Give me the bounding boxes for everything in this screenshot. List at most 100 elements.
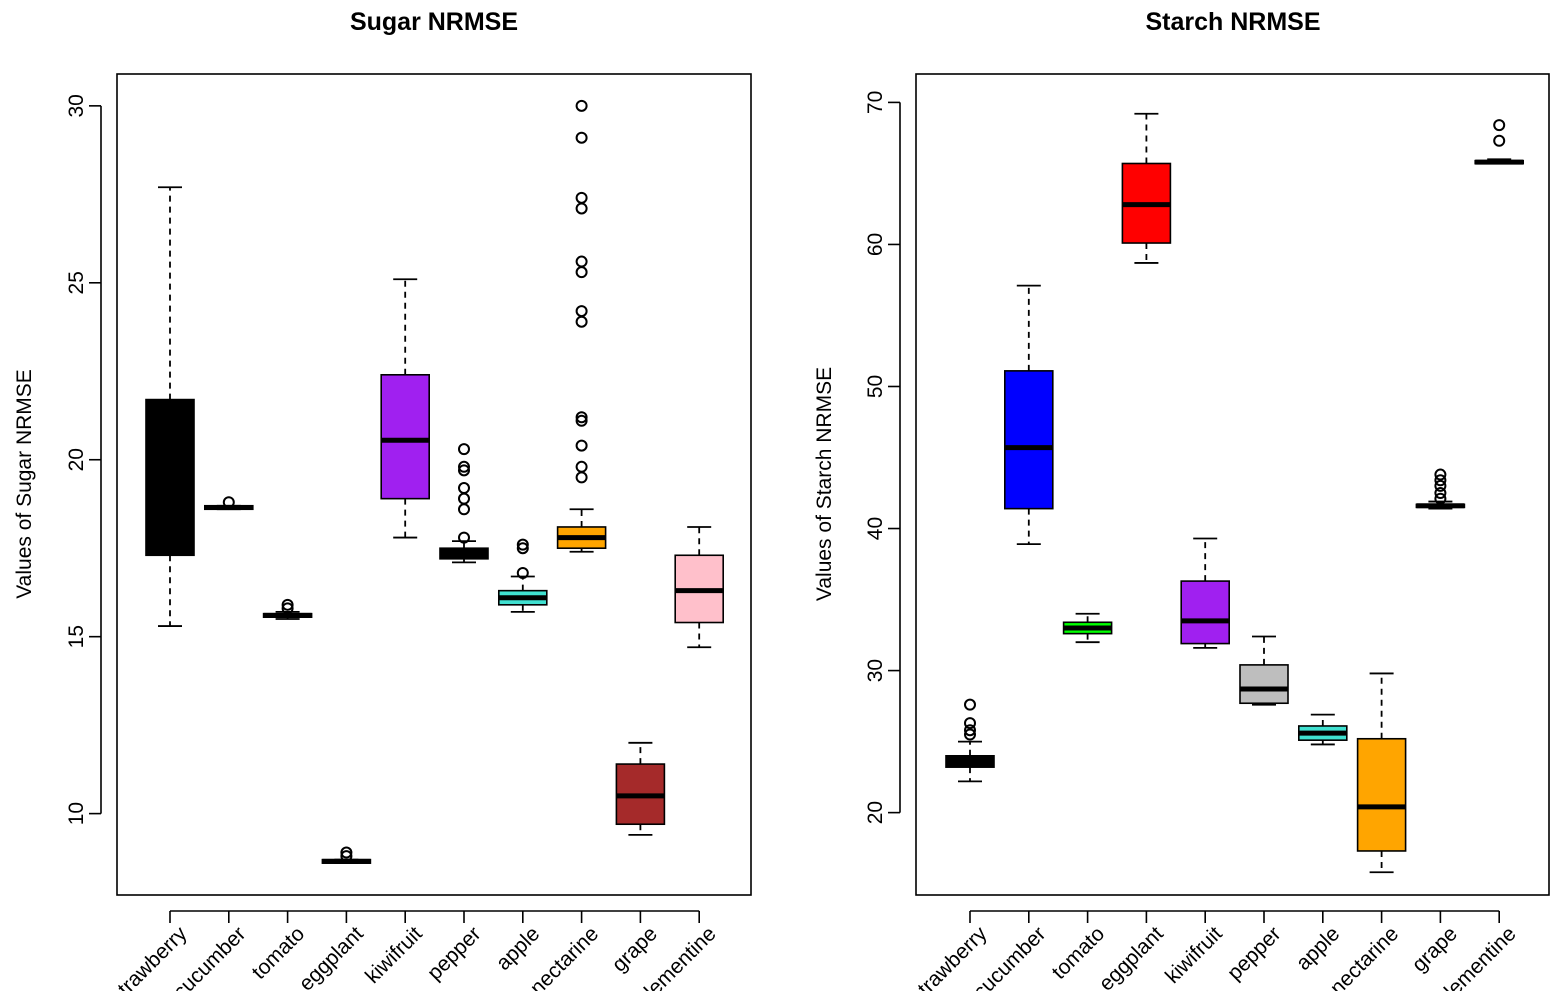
starch-outlier-point	[1434, 492, 1447, 505]
starch-box-apple	[1298, 713, 1348, 746]
starch-iqr-box	[1003, 370, 1054, 510]
starch-outlier-point	[1493, 119, 1506, 132]
sugar-outlier-point	[575, 411, 588, 424]
sugar-y-tick-label: 25	[65, 271, 88, 294]
starch-iqr-box	[1239, 664, 1289, 705]
starch-y-tick-label: 50	[864, 375, 887, 398]
starch-category-label-grape: grape	[1408, 922, 1462, 976]
sugar-box-cucumber	[204, 496, 254, 511]
starch-outlier-point	[1493, 134, 1506, 147]
sugar-outlier-point	[340, 850, 353, 863]
sugar-box-kiwifruit	[380, 278, 431, 539]
sugar-outlier-point	[281, 598, 294, 611]
starch-y-tick-label: 20	[864, 801, 887, 824]
sugar-outlier-point	[516, 566, 529, 579]
starch-category-label-kiwifruit: kiwifruit	[1161, 922, 1227, 988]
starch-y-tick-label: 60	[864, 233, 887, 256]
starch-y-tick-label: 30	[864, 659, 887, 682]
sugar-boxes	[145, 99, 725, 865]
starch-iqr-box	[1180, 580, 1230, 645]
sugar-outlier-point	[575, 439, 588, 452]
sugar-y-tick-label: 30	[65, 94, 88, 117]
sugar-panel: Sugar NRMSE Values of Sugar NRMSE 10 15 20…	[13, 8, 752, 991]
starch-box-pepper	[1239, 635, 1289, 706]
sugar-outlier-point	[575, 131, 588, 144]
sugar-box-strawberry	[145, 186, 195, 627]
sugar-outlier-point	[458, 492, 470, 505]
starch-outlier-point	[964, 728, 976, 741]
starch-box-tomato	[1062, 612, 1113, 644]
sugar-outlier-point	[575, 191, 588, 204]
sugar-iqr-box	[380, 373, 431, 500]
sugar-outlier-point	[458, 443, 470, 456]
starch-x-axis: strawberrycucumbertomatoeggplantkiwifrui…	[906, 910, 1521, 991]
starch-outlier-point	[964, 698, 976, 711]
starch-box-eggplant	[1121, 112, 1172, 264]
sugar-y-tick-label: 10	[65, 802, 88, 825]
sugar-outlier-point	[575, 414, 588, 427]
sugar-outlier-point	[575, 266, 588, 279]
starch-outlier-point	[1434, 479, 1447, 492]
sugar-outlier-point	[575, 305, 588, 318]
sugar-y-tick-label: 20	[65, 448, 88, 471]
sugar-outlier-point	[516, 538, 529, 551]
starch-category-label-eggplant: eggplant	[1095, 922, 1168, 991]
starch-outlier-point	[1434, 468, 1447, 481]
sugar-outlier-point	[575, 315, 588, 328]
sugar-plot-frame	[116, 73, 752, 896]
sugar-outlier-point	[458, 531, 470, 544]
starch-outlier-point	[1434, 474, 1447, 487]
sugar-outlier-point	[458, 482, 470, 495]
sugar-box-grape	[615, 741, 666, 836]
starch-panel: Starch NRMSE Values of Starch NRMSE 20 30…	[813, 8, 1550, 991]
starch-box-clementine	[1474, 119, 1524, 165]
sugar-outlier-point	[516, 542, 529, 555]
sugar-box-clementine	[674, 526, 725, 649]
sugar-category-label-eggplant: eggplant	[295, 922, 368, 991]
starch-outlier-point	[964, 724, 976, 737]
sugar-outlier-point	[340, 846, 353, 859]
starch-box-nectarine	[1356, 672, 1407, 874]
sugar-box-apple	[497, 538, 548, 613]
sugar-outlier-point	[575, 255, 588, 268]
sugar-box-eggplant	[321, 846, 372, 865]
starch-box-cucumber	[1003, 284, 1054, 546]
sugar-outlier-point	[575, 460, 588, 473]
starch-iqr-box	[1356, 737, 1407, 852]
sugar-category-label-pepper: pepper	[423, 922, 486, 985]
sugar-box-tomato	[262, 598, 313, 620]
sugar-y-tick-label: 15	[65, 625, 88, 648]
sugar-outlier-point	[575, 99, 588, 112]
sugar-category-label-grape: grape	[608, 922, 662, 976]
sugar-x-axis: strawberrycucumbertomatoeggplantkiwifrui…	[106, 910, 721, 991]
starch-category-label-apple: apple	[1292, 922, 1345, 975]
sugar-y-axis: 10 15 20 25 30	[65, 94, 102, 825]
starch-y-tick-label: 40	[864, 517, 887, 540]
sugar-outlier-point	[222, 496, 235, 509]
starch-y-axis: 20 30 40 50 60 70	[864, 91, 901, 824]
sugar-category-label-apple: apple	[492, 922, 545, 975]
sugar-outlier-point	[458, 503, 470, 516]
starch-y-axis-label: Values of Starch NRMSE	[813, 367, 836, 601]
starch-box-strawberry	[945, 698, 995, 783]
sugar-chart-title: Sugar NRMSE	[350, 8, 518, 36]
sugar-outlier-point	[575, 202, 588, 215]
starch-chart-title: Starch NRMSE	[1145, 8, 1320, 36]
sugar-outlier-point	[575, 471, 588, 484]
starch-box-kiwifruit	[1180, 537, 1230, 649]
starch-boxes	[945, 112, 1524, 874]
starch-box-grape	[1415, 468, 1466, 510]
sugar-outlier-point	[281, 602, 294, 615]
starch-outlier-point	[964, 717, 976, 730]
starch-outlier-point	[1434, 487, 1447, 500]
starch-category-label-pepper: pepper	[1223, 922, 1286, 985]
starch-y-tick-label: 70	[864, 91, 887, 114]
sugar-outlier-point	[458, 460, 470, 473]
sugar-y-axis-label: Values of Sugar NRMSE	[13, 369, 36, 599]
sugar-category-label-kiwifruit: kiwifruit	[361, 922, 427, 988]
sugar-outlier-point	[458, 464, 470, 477]
starch-plot-frame	[915, 73, 1550, 896]
sugar-box-pepper	[439, 443, 489, 564]
sugar-box-nectarine	[556, 99, 607, 553]
